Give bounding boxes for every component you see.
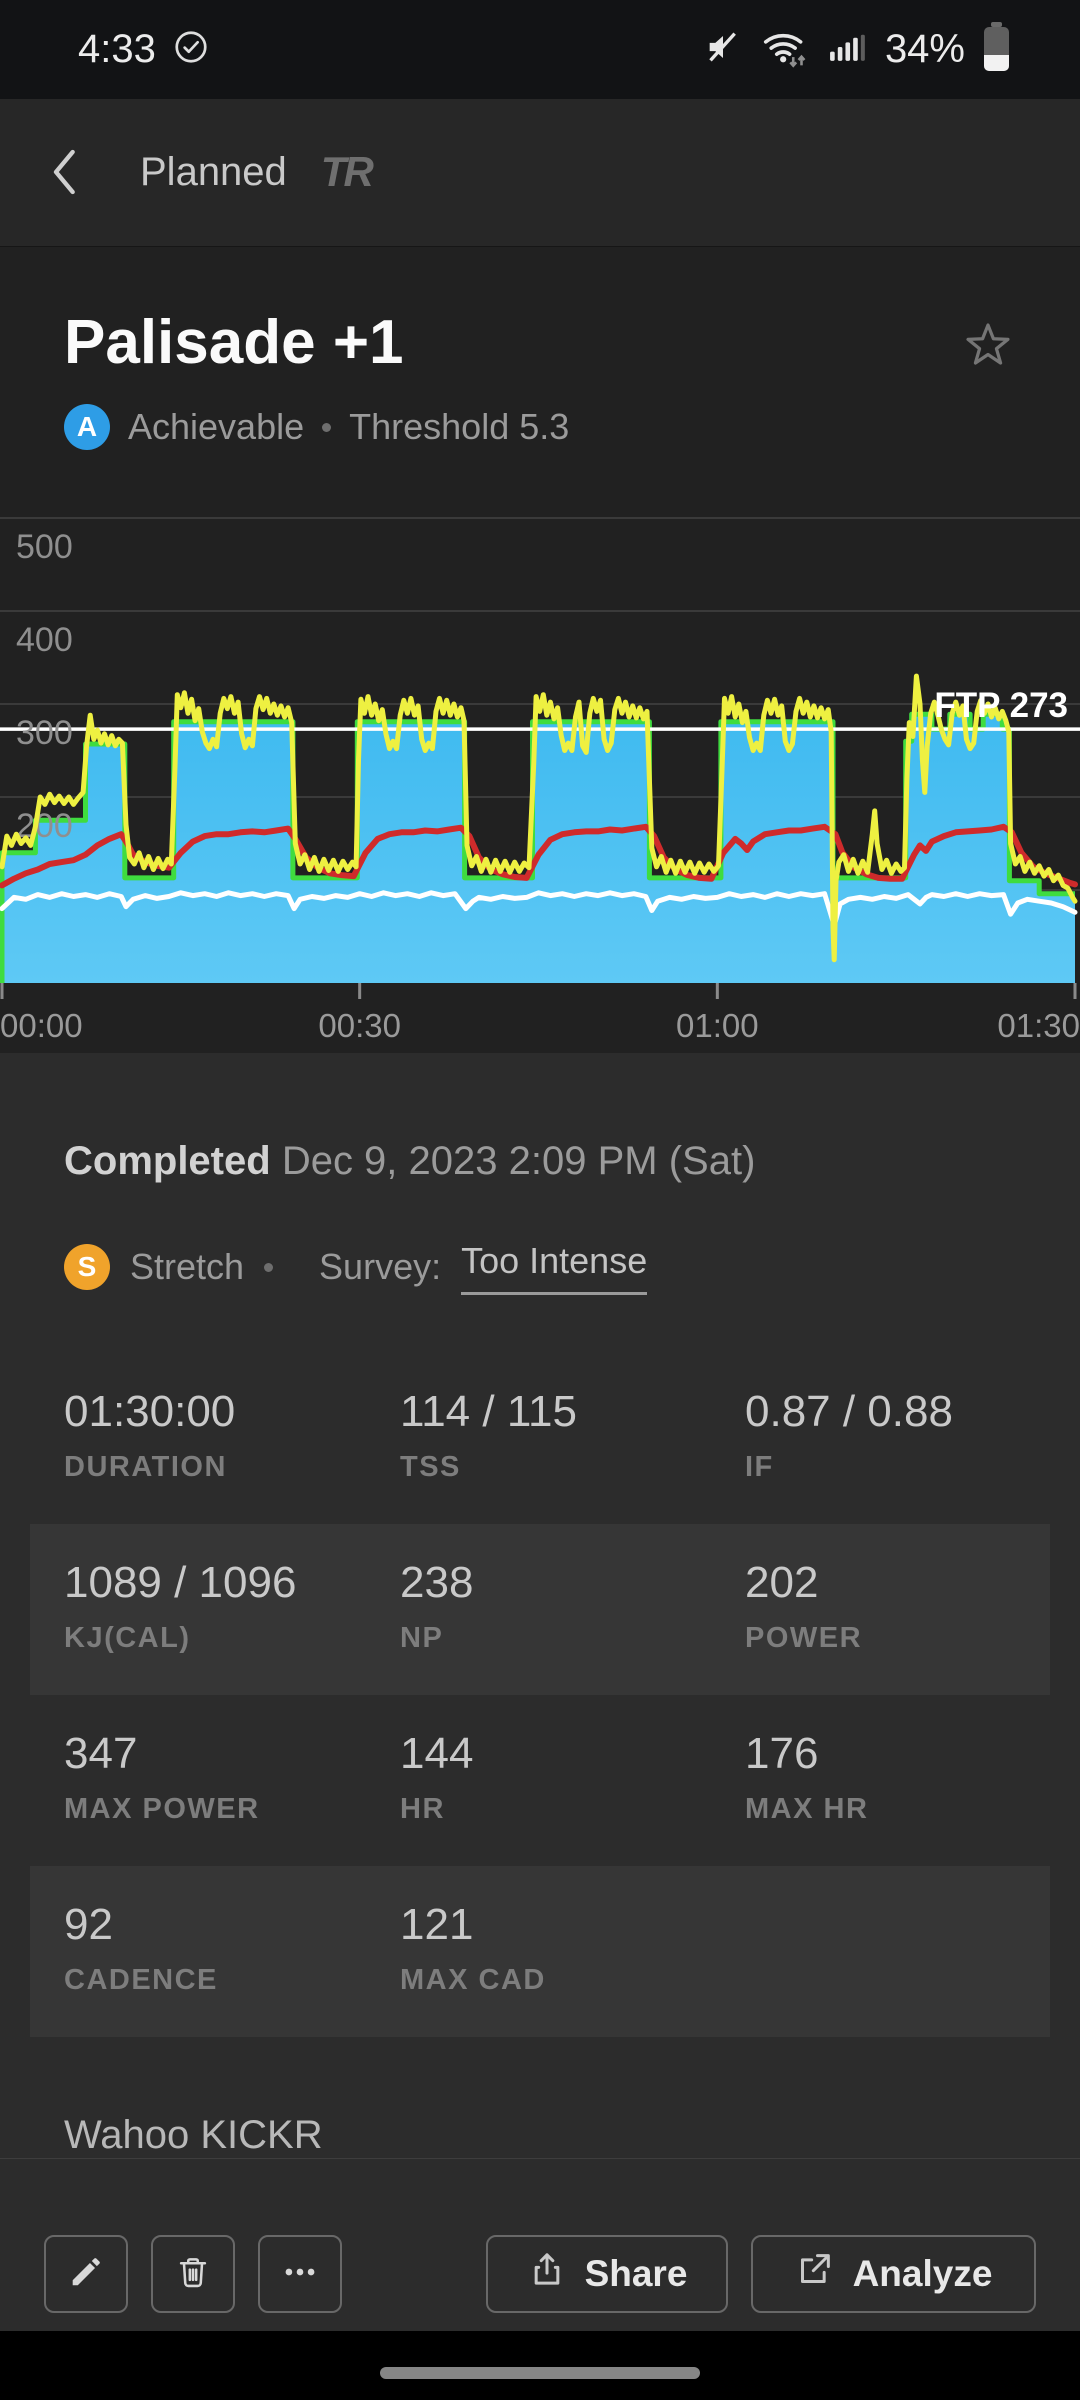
- workout-title-section: Palisade +1 A Achievable Threshold 5.3: [0, 246, 1080, 493]
- wifi-icon: [761, 25, 809, 74]
- stat-duration: 01:30:00 DURATION: [64, 1386, 236, 1483]
- share-button-label: Share: [584, 2252, 688, 2294]
- edit-button[interactable]: [44, 2234, 128, 2313]
- clock: 4:33: [78, 26, 156, 71]
- battery-percent: 34%: [884, 26, 965, 71]
- home-indicator[interactable]: [380, 2367, 700, 2380]
- favorite-star-icon[interactable]: [962, 319, 1014, 374]
- svg-text:01:30: 01:30: [997, 1007, 1080, 1044]
- muted-speaker-icon: [703, 27, 743, 72]
- trash-icon: [174, 2253, 212, 2294]
- stat-kj: 1089 / 1096 KJ(CAL): [64, 1557, 297, 1654]
- survey-response-link[interactable]: Too Intense: [461, 1240, 648, 1295]
- stretch-badge: S: [64, 1244, 110, 1291]
- dot-separator: [322, 422, 332, 432]
- stat-cadence: 92 CADENCE: [64, 1899, 218, 1996]
- header-title: Planned: [140, 149, 287, 194]
- delete-button[interactable]: [151, 2234, 235, 2313]
- pencil-icon: [67, 2253, 105, 2294]
- more-options-button[interactable]: [258, 2234, 342, 2313]
- workout-chart[interactable]: 500 400 300 200 FTP 273 00:00 00:30 01:00 01:30: [0, 492, 1080, 1053]
- survey-row: S Stretch Survey: Too Intense: [64, 1240, 1016, 1295]
- stat-max-cad: 121 MAX CAD: [400, 1899, 546, 1996]
- completed-row: Completed Dec 9, 2023 2:09 PM (Sat): [0, 1139, 1080, 1184]
- share-button[interactable]: Share: [486, 2234, 728, 2313]
- analyze-button-label: Analyze: [852, 2252, 993, 2294]
- back-button[interactable]: [46, 137, 106, 207]
- stat-max-power: 347 MAX POWER: [64, 1728, 260, 1825]
- svg-text:00:30: 00:30: [318, 1007, 401, 1044]
- stat-max-hr: 176 MAX HR: [745, 1728, 869, 1825]
- svg-text:00:00: 00:00: [0, 1007, 83, 1044]
- stat-power: 202 POWER: [745, 1557, 863, 1654]
- signal-bars-icon: [827, 27, 867, 72]
- workout-zone-level: Threshold 5.3: [349, 406, 570, 448]
- stat-if: 0.87 / 0.88 IF: [745, 1386, 953, 1483]
- stats-row-1: 01:30:00 DURATION 114 / 115 TSS 0.87 / 0.8…: [30, 1353, 1050, 1524]
- stat-hr: 144 HR: [400, 1728, 474, 1825]
- stat-np: 238 NP: [400, 1557, 474, 1654]
- share-icon: [527, 2249, 567, 2298]
- completed-label: Completed: [64, 1138, 271, 1183]
- app-header: Planned TR: [0, 98, 1080, 247]
- stretch-label: Stretch: [130, 1246, 245, 1288]
- achievable-badge: A: [64, 404, 110, 451]
- battery-icon: [983, 21, 1010, 77]
- svg-text:300: 300: [16, 714, 73, 752]
- analyze-button[interactable]: Analyze: [751, 2234, 1036, 2313]
- svg-text:01:00: 01:00: [676, 1007, 759, 1044]
- trainerroad-logo: TR: [320, 148, 374, 196]
- external-link-icon: [795, 2249, 835, 2298]
- completed-date: Dec 9, 2023 2:09 PM (Sat): [281, 1138, 756, 1183]
- ellipsis-icon: [281, 2253, 319, 2294]
- stats-row-2: 1089 / 1096 KJ(CAL) 238 NP 202 POWER: [30, 1523, 1050, 1695]
- workout-title: Palisade +1: [64, 308, 404, 378]
- difficulty-row: A Achievable Threshold 5.3: [64, 404, 1016, 451]
- stats-section: Completed Dec 9, 2023 2:09 PM (Sat) S St…: [0, 1052, 1080, 2158]
- svg-text:500: 500: [16, 528, 73, 566]
- stats-row-4: 92 CADENCE 121 MAX CAD: [30, 1865, 1050, 2037]
- svg-text:400: 400: [16, 621, 73, 659]
- footer-toolbar: Share Analyze: [0, 2157, 1080, 2332]
- check-circle-icon: [172, 28, 210, 71]
- stat-tss: 114 / 115 TSS: [400, 1386, 577, 1483]
- device-name: Wahoo KICKR: [64, 2112, 323, 2157]
- status-bar: 4:33 34%: [0, 0, 1080, 99]
- svg-text:FTP 273: FTP 273: [934, 686, 1068, 725]
- dot-separator: [264, 1262, 274, 1272]
- survey-label: Survey:: [319, 1246, 442, 1288]
- stats-grid: 01:30:00 DURATION 114 / 115 TSS 0.87 / 0.8…: [0, 1353, 1080, 2037]
- stats-row-3: 347 MAX POWER 144 HR 176 MAX HR: [30, 1695, 1050, 1866]
- system-nav-bar: [0, 2331, 1080, 2400]
- achievable-label: Achievable: [128, 406, 305, 448]
